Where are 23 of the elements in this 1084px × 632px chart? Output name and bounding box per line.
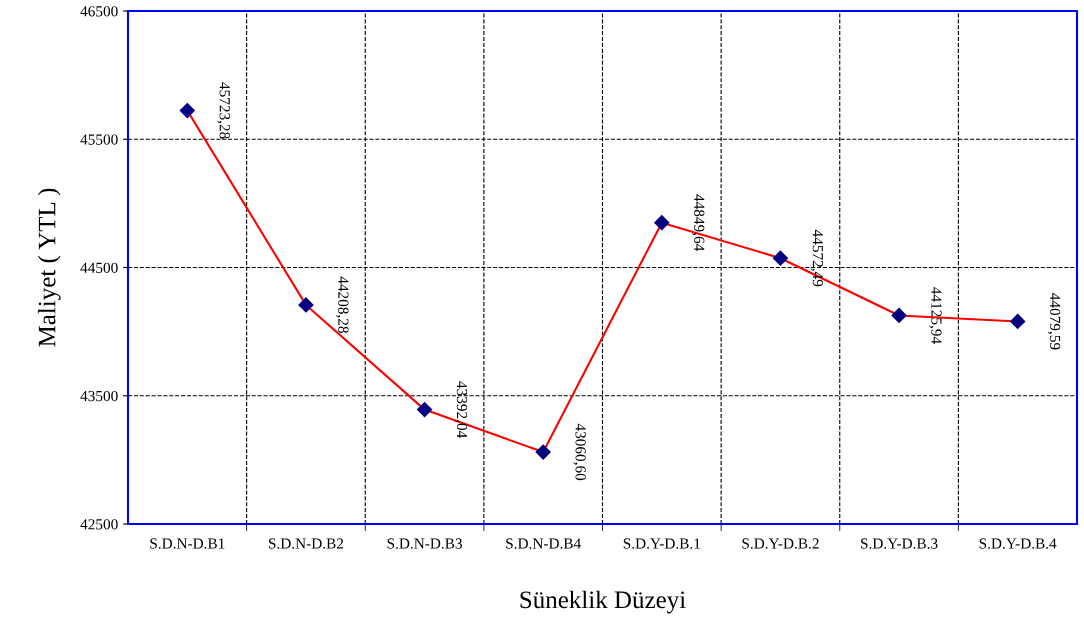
y-axis-title: Maliyet ( YTL ) xyxy=(37,188,61,347)
y-tick-label: 45500 xyxy=(80,134,118,145)
x-tick-label: S.D.Y-D.B.1 xyxy=(623,538,700,549)
x-tick-label: S.D.Y-D.B.3 xyxy=(861,538,938,549)
y-tick-label: 43500 xyxy=(80,390,118,402)
data-label: 43392,04 xyxy=(454,381,468,438)
x-tick-label: S.D.N-D.B1 xyxy=(150,538,225,549)
data-label: 43060,60 xyxy=(573,423,586,481)
x-tick-label: S.D.Y-D.B.4 xyxy=(979,538,1057,549)
x-tick-label: S.D.Y-D.B.2 xyxy=(742,538,819,549)
x-axis-title: Süneklik Düzeyi xyxy=(520,590,686,614)
data-label: 44208,28 xyxy=(336,276,349,333)
y-tick-label: 42500 xyxy=(80,519,118,530)
data-label: 45723,28 xyxy=(217,82,230,139)
x-tick-label: S.D.N-D.B4 xyxy=(506,538,581,549)
data-label: 44125,94 xyxy=(929,287,942,344)
x-tick-label: S.D.N-D.B3 xyxy=(387,538,462,549)
y-tick-label: 46500 xyxy=(80,6,118,17)
data-label: 44849,64 xyxy=(691,194,705,252)
data-label: 44572,49 xyxy=(810,229,823,287)
y-tick-label: 44500 xyxy=(80,262,118,273)
x-tick-label: S.D.N-D.B2 xyxy=(268,538,344,549)
data-label: 44079,59 xyxy=(1047,293,1061,350)
